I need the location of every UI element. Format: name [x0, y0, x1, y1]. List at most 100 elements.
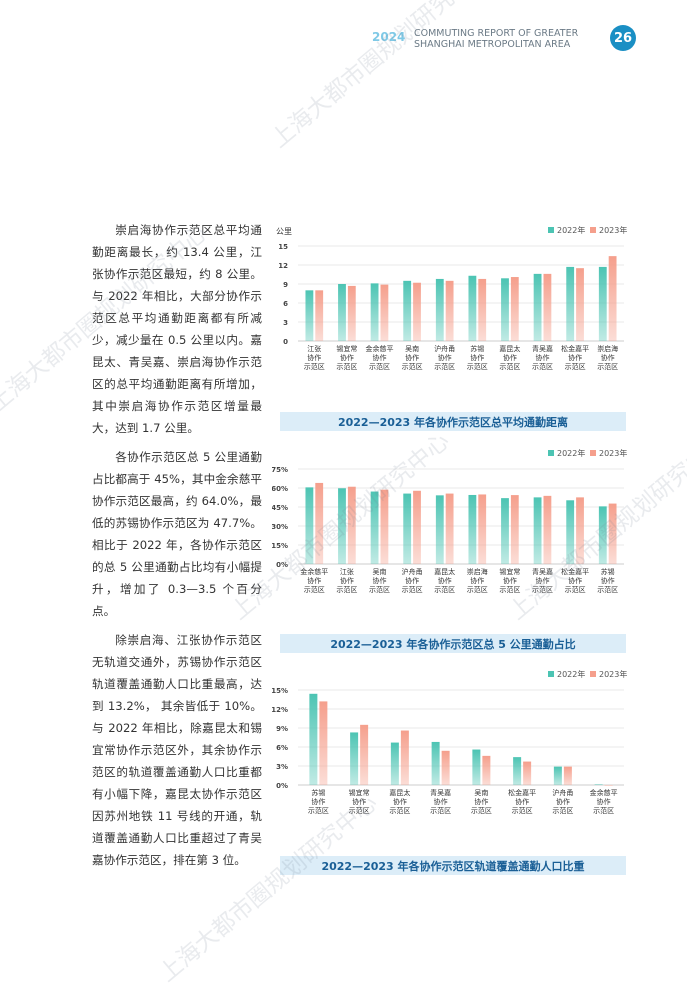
- x-tick-label: 示范区: [402, 585, 423, 594]
- x-tick-label: 示范区: [369, 585, 390, 594]
- x-tick-label: 协作: [434, 797, 448, 806]
- chart-commute-distance-caption: 2022—2023 年各协作示范区总平均通勤距离: [280, 412, 626, 431]
- bar: [598, 506, 607, 564]
- legend-label: 2023年: [599, 448, 627, 458]
- bar: [445, 280, 454, 341]
- x-tick-label: 示范区: [512, 806, 533, 815]
- x-tick-label: 苏锡: [311, 788, 325, 797]
- x-tick-label: 示范区: [471, 806, 492, 815]
- bar: [501, 498, 509, 564]
- x-tick-label: 吴南: [373, 567, 387, 576]
- bar: [435, 495, 444, 564]
- x-tick-label: 松金嘉平: [508, 788, 536, 797]
- y-tick-label: 12: [278, 262, 288, 270]
- y-tick-label: 9%: [276, 725, 288, 733]
- bar: [390, 742, 399, 785]
- paragraph-commute-distance: 崇启海协作示范区总平均通勤距离最长，约 13.4 公里，江张协作示范区最短，约 …: [92, 223, 262, 435]
- x-tick-label: 示范区: [369, 362, 390, 371]
- legend-swatch: [548, 227, 554, 233]
- chart-rail-coverage: 2022年 2023年 0% 3% 6% 9% 12% 15% 苏锡 协作 示范区 锡宜常 协作 示范区 嘉…: [272, 666, 628, 852]
- bar: [380, 284, 389, 341]
- bar: [370, 491, 379, 564]
- x-tick-label: 金余慈平: [366, 344, 394, 353]
- y-tick-label: 45%: [272, 504, 288, 512]
- bar: [435, 278, 444, 341]
- bar: [403, 493, 412, 564]
- x-tick-label: 嘉昆太: [434, 567, 455, 576]
- chart-svg: 公里 2022年 2023年03691215江张协作示范区锡宜常协作示范区金余慈平协…: [276, 225, 627, 371]
- chart-rail-coverage-caption: 2022—2023 年各协作示范区轨道覆盖通勤人口比重: [280, 856, 626, 875]
- y-tick-label: 15: [278, 243, 288, 251]
- x-tick-label: 示范区: [565, 362, 586, 371]
- x-tick-label: 示范区: [499, 362, 520, 371]
- bar: [347, 285, 356, 341]
- x-tick-label: 示范区: [402, 362, 423, 371]
- x-tick-label: 锡宜常: [349, 788, 370, 797]
- legend-swatch: [590, 227, 596, 233]
- x-tick-label: 苏锡: [470, 344, 484, 353]
- x-tick-label: 示范区: [597, 362, 618, 371]
- bar: [305, 290, 314, 341]
- bar: [441, 750, 450, 785]
- bar: [472, 749, 481, 785]
- bar: [403, 280, 412, 341]
- paragraph-rail-coverage: 除崇启海、江张协作示范区无轨道交通外，苏锡协作示范区轨道覆盖通勤人口比重最高，达…: [92, 633, 262, 867]
- x-tick-label: 示范区: [593, 806, 614, 815]
- bar: [594, 784, 603, 785]
- x-tick-label: 沪舟甬: [434, 344, 455, 353]
- x-tick-label: 协作: [515, 797, 529, 806]
- legend-label: 2022年: [557, 448, 585, 458]
- bar: [315, 482, 324, 564]
- chart-svg: 2022年 2023年 0% 15% 30% 45% 60% 75% 金余慈平协作示范区 江张协作…: [272, 448, 627, 594]
- x-tick-label: 吴南: [405, 344, 419, 353]
- bar: [478, 278, 487, 341]
- bar: [413, 490, 421, 564]
- y-tick-label: 9: [283, 281, 288, 289]
- y-tick-label: 0%: [276, 561, 288, 569]
- x-tick-label: 协作: [340, 353, 354, 362]
- bar: [319, 701, 328, 785]
- x-tick-label: 沪舟甬: [402, 567, 423, 576]
- x-tick-label: 协作: [438, 576, 452, 585]
- y-tick-label: 0: [283, 338, 288, 346]
- bar: [468, 275, 477, 341]
- x-tick-label: 协作: [597, 797, 611, 806]
- bar: [400, 730, 409, 785]
- y-tick-label: 15%: [272, 687, 288, 695]
- chart-5km-share-caption: 2022—2023 年各协作示范区总 5 公里通勤占比: [280, 634, 626, 653]
- x-tick-label: 协作: [373, 353, 387, 362]
- x-tick-label: 示范区: [304, 585, 325, 594]
- bar: [380, 489, 389, 564]
- y-tick-label: 30%: [272, 523, 288, 531]
- x-tick-label: 协作: [536, 353, 550, 362]
- x-tick-label: 示范区: [597, 585, 618, 594]
- bar: [360, 724, 369, 785]
- x-tick-label: 协作: [307, 353, 321, 362]
- bar: [309, 693, 318, 785]
- y-tick-label: 3%: [276, 763, 288, 771]
- x-tick-label: 示范区: [565, 585, 586, 594]
- x-tick-label: 示范区: [532, 362, 553, 371]
- x-tick-label: 示范区: [349, 806, 370, 815]
- bar: [445, 493, 454, 564]
- x-tick-label: 协作: [474, 797, 488, 806]
- x-tick-label: 江张: [340, 567, 354, 576]
- bar: [338, 284, 346, 341]
- y-tick-label: 0%: [276, 782, 288, 790]
- x-tick-label: 协作: [470, 353, 484, 362]
- bar: [347, 486, 356, 564]
- x-tick-label: 协作: [405, 353, 419, 362]
- x-tick-label: 青吴嘉: [430, 788, 451, 797]
- x-tick-label: 协作: [601, 353, 615, 362]
- chart-5km-share: 2022年 2023年 0% 15% 30% 45% 60% 75% 金余慈平 协作 示范区 江张 协作…: [272, 445, 628, 631]
- bar: [350, 732, 359, 785]
- bar: [338, 488, 346, 564]
- x-tick-label: 沪舟甬: [552, 788, 573, 797]
- x-tick-label: 嘉昆太: [389, 788, 410, 797]
- x-tick-label: 协作: [568, 353, 582, 362]
- bar: [533, 273, 542, 341]
- bar: [553, 766, 562, 785]
- chart-commute-distance: 公里 2022年 2023年 0 3 6 9 12 15 江张 协作 示范区 锡宜常 协作 示范区 金余慈平协…: [272, 222, 628, 408]
- bar: [510, 495, 519, 564]
- legend-label: 2023年: [599, 669, 627, 679]
